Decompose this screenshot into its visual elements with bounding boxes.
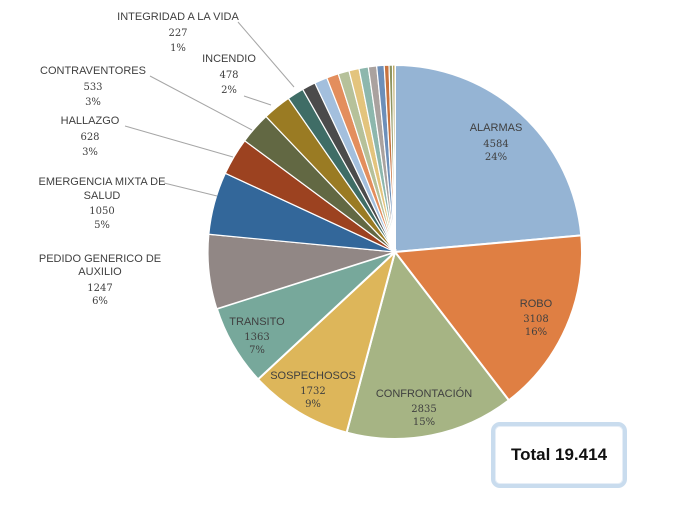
leader-line-contraventores bbox=[149, 75, 253, 131]
slice-robo bbox=[393, 234, 583, 402]
slice-minor-21 bbox=[391, 64, 396, 253]
value-emergencia-mixta-de-salud: 1050 bbox=[89, 206, 114, 217]
percent-incendio: 2% bbox=[221, 85, 237, 96]
value-transito: 1363 bbox=[244, 332, 269, 343]
label-sospechosos: SOSPECHOSOS bbox=[270, 370, 356, 382]
total-box: Total 19.414 bbox=[491, 422, 627, 488]
value-contraventores: 533 bbox=[83, 82, 102, 93]
leader-line-emergencia-mixta-de-salud bbox=[163, 182, 218, 197]
percent-sospechosos: 9% bbox=[305, 399, 321, 410]
percent-confrontacion: 15% bbox=[413, 417, 435, 428]
percent-emergencia-mixta-de-salud: 5% bbox=[94, 220, 110, 231]
value-pedido-generico-de-auxilio: 1247 bbox=[87, 283, 112, 294]
percent-transito: 7% bbox=[249, 345, 265, 356]
pie-slices bbox=[207, 63, 583, 440]
total-label: Total 19.414 bbox=[510, 445, 608, 464]
leader-line-incendio bbox=[243, 95, 272, 106]
label-emergencia-mixta-de-salud-line1: EMERGENCIA MIXTA DE bbox=[39, 176, 166, 188]
leader-line-hallazgo bbox=[124, 125, 234, 158]
label-emergencia-mixta-de-salud-line2: SALUD bbox=[84, 190, 121, 202]
label-alarmas: ALARMAS bbox=[470, 122, 523, 134]
value-confrontacion: 2835 bbox=[411, 404, 436, 415]
label-incendio: INCENDIO bbox=[202, 53, 256, 65]
value-alarmas: 4584 bbox=[483, 139, 508, 150]
label-pedido-generico-de-auxilio-line2: AUXILIO bbox=[78, 266, 122, 278]
percent-contraventores: 3% bbox=[85, 97, 101, 108]
leader-line-integridad-a-la-vida bbox=[237, 21, 295, 88]
label-contraventores: CONTRAVENTORES bbox=[40, 65, 146, 77]
value-hallazgo: 628 bbox=[80, 132, 99, 143]
slice-alarmas bbox=[394, 63, 583, 254]
slice-labels: ALARMAS 4584 24% ROBO 3108 16% CONFRONTACIÓN 28… bbox=[39, 11, 553, 428]
value-integridad-a-la-vida: 227 bbox=[168, 28, 187, 39]
percent-pedido-generico-de-auxilio: 6% bbox=[92, 296, 108, 307]
label-robo: ROBO bbox=[520, 298, 553, 310]
label-transito: TRANSITO bbox=[229, 316, 285, 328]
slice-sospechosos bbox=[256, 248, 397, 434]
label-confrontacion: CONFRONTACIÓN bbox=[376, 387, 472, 400]
label-pedido-generico-de-auxilio-line1: PEDIDO GENERICO DE bbox=[39, 253, 161, 265]
value-incendio: 478 bbox=[219, 70, 238, 81]
value-sospechosos: 1732 bbox=[300, 386, 325, 397]
percent-integridad-a-la-vida: 1% bbox=[170, 43, 186, 54]
leader-lines bbox=[124, 21, 295, 197]
label-hallazgo: HALLAZGO bbox=[61, 115, 120, 127]
percent-hallazgo: 3% bbox=[82, 147, 98, 158]
percent-alarmas: 24% bbox=[485, 152, 507, 163]
label-integridad-a-la-vida: INTEGRIDAD A LA VIDA bbox=[117, 11, 239, 23]
percent-robo: 16% bbox=[525, 327, 547, 338]
slice-confrontacion bbox=[345, 249, 511, 440]
value-robo: 3108 bbox=[523, 314, 548, 325]
